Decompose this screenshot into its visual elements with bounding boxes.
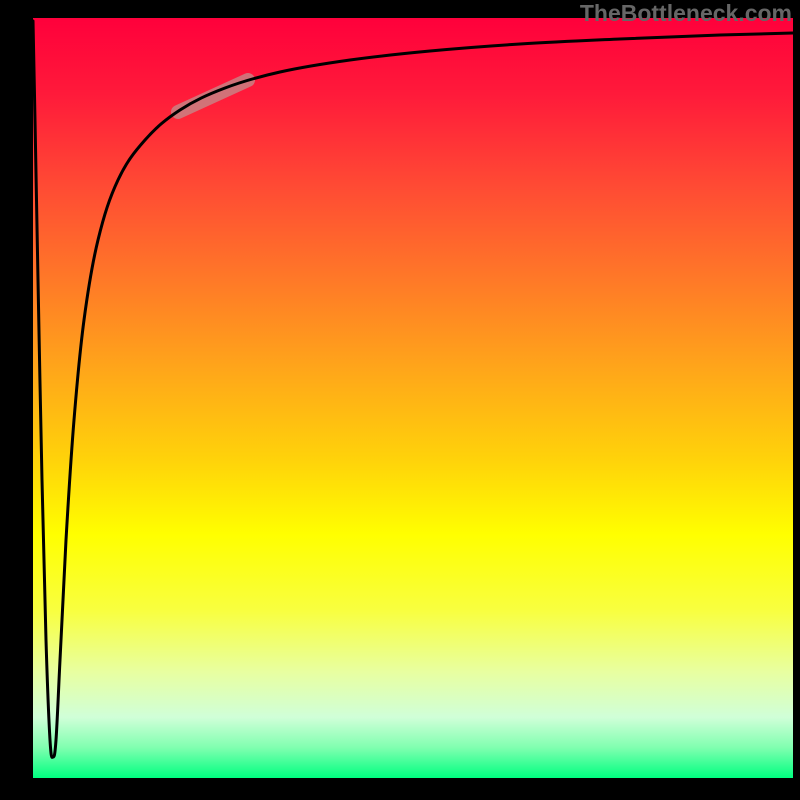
plot-area [33, 18, 793, 778]
chart-container: TheBottleneck.com [0, 0, 800, 800]
gradient-background [33, 18, 793, 778]
watermark-text: TheBottleneck.com [580, 0, 792, 27]
